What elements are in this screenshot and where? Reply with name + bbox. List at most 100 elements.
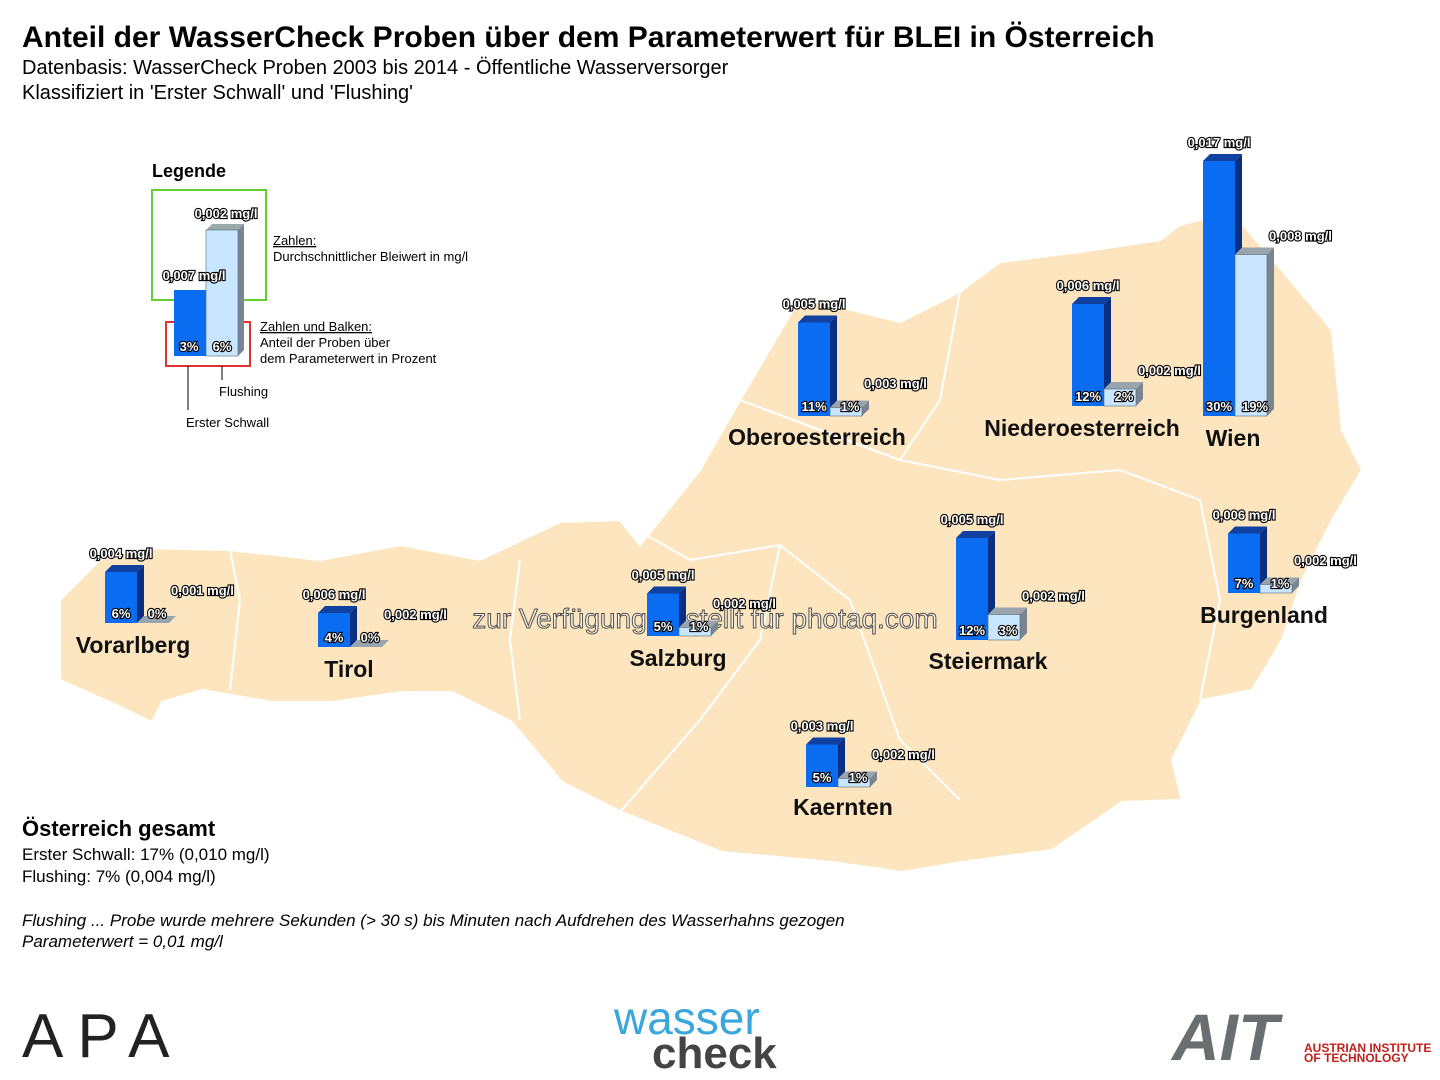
avg-label: 0,002 mg/l: [1022, 589, 1085, 604]
bar: [647, 593, 679, 636]
avg-label: 0,003 mg/l: [864, 376, 927, 391]
bar-side: [1136, 382, 1143, 406]
value-label: 1%: [841, 399, 860, 414]
bar-side: [1267, 247, 1274, 416]
bar-top: [350, 640, 389, 647]
avg-label: 0,002 mg/l: [872, 747, 935, 762]
map-borders: [229, 291, 1222, 813]
legend: Legende 0,007 mg/l 0,002 mg/l 3% 6% Zahl…: [151, 161, 468, 430]
legend-title: Legende: [152, 161, 226, 181]
legend-text: Zahlen:: [273, 233, 316, 248]
value-label: 6%: [112, 606, 131, 621]
bar-top: [1260, 577, 1299, 585]
bar-side: [1292, 577, 1299, 593]
bar: [1103, 388, 1137, 407]
bar: [1203, 161, 1235, 416]
summary-line: Erster Schwall: 17% (0,010 mg/l): [22, 845, 270, 864]
value-label: 2%: [1115, 389, 1134, 404]
avg-label: 0,008 mg/l: [1269, 229, 1332, 244]
bar-side: [862, 400, 869, 416]
region-label: Steiermark: [929, 648, 1048, 674]
bar-top: [1228, 526, 1267, 534]
value-label: 0%: [361, 630, 380, 645]
legend-sample-label: 0,002 mg/l: [195, 206, 258, 221]
avg-label: 0,006 mg/l: [1213, 508, 1276, 523]
avg-label: 0,001 mg/l: [171, 583, 234, 598]
subtitle: Datenbasis: WasserCheck Proben 2003 bis …: [22, 57, 729, 79]
summary-title: Österreich gesamt: [22, 816, 216, 841]
bar: [1072, 304, 1104, 406]
bar-top: [1203, 154, 1242, 161]
bar: [318, 613, 350, 647]
bar-side: [711, 620, 718, 636]
logo-ait-name: AUSTRIAN INSTITUTE: [1304, 1041, 1431, 1055]
bar-side: [1020, 607, 1027, 640]
bar-side: [870, 771, 877, 787]
bar: [806, 744, 838, 787]
note: Flushing ... Probe wurde mehrere Sekunde…: [22, 911, 845, 930]
avg-label: 0,006 mg/l: [1057, 278, 1120, 293]
legend-sample-label: 0,007 mg/l: [163, 268, 226, 283]
subtitle: Klassifiziert in 'Erster Schwall' und 'F…: [22, 82, 413, 104]
value-label: 12%: [1075, 389, 1101, 404]
region-label: Wien: [1206, 425, 1261, 451]
avg-label: 0,004 mg/l: [90, 546, 153, 561]
summary-line: Flushing: 7% (0,004 mg/l): [22, 867, 216, 886]
bar-side: [830, 315, 837, 416]
bar-top: [806, 737, 845, 745]
bar: [798, 322, 830, 416]
bar: [1259, 584, 1293, 594]
avg-label: 0,002 mg/l: [713, 596, 776, 611]
value-label: 12%: [959, 623, 985, 638]
region-label: Salzburg: [629, 645, 726, 671]
legend-bar: [174, 290, 206, 356]
legend-bar-top: [206, 224, 244, 230]
avg-label: 0,005 mg/l: [632, 568, 695, 583]
bar-side: [1104, 297, 1111, 406]
legend-text: Durchschnittlicher Bleiwert in mg/l: [273, 249, 468, 264]
bar-top: [679, 620, 718, 628]
legend-entry: Flushing: [219, 384, 268, 399]
legend-bar-side: [238, 224, 244, 356]
bar-top: [798, 315, 837, 323]
bar: [829, 407, 863, 417]
bar: [1234, 254, 1268, 417]
bar: [956, 538, 988, 640]
bar-side: [137, 565, 144, 623]
bar: [105, 572, 137, 623]
legend-bar: [205, 229, 239, 357]
bar-top: [105, 565, 144, 572]
logo-ait-name: OF TECHNOLOGY: [1304, 1051, 1409, 1065]
logo-apa: APA: [22, 1002, 183, 1071]
logo-wasser: wasser: [613, 992, 760, 1044]
bar-top: [838, 771, 877, 779]
value-label: 3%: [999, 623, 1018, 638]
bar: [678, 627, 712, 637]
avg-label: 0,005 mg/l: [941, 512, 1004, 527]
legend-text: Anteil der Proben über: [260, 335, 391, 350]
avg-label: 0,002 mg/l: [1138, 363, 1201, 378]
value-label: 7%: [1235, 576, 1254, 591]
bar-side: [1260, 526, 1267, 593]
bar-top: [318, 606, 357, 613]
value-label: 5%: [654, 619, 673, 634]
legend-sample-label: 6%: [213, 339, 232, 354]
bar-side: [350, 606, 357, 647]
value-label: 0%: [148, 606, 167, 621]
bar-top: [647, 586, 686, 594]
avg-label: 0,006 mg/l: [303, 587, 366, 602]
value-label: 5%: [813, 770, 832, 785]
value-label: 1%: [1271, 576, 1290, 591]
legend-text: dem Parameterwert in Prozent: [260, 351, 437, 366]
bar-top: [830, 400, 869, 408]
avg-label: 0,005 mg/l: [783, 297, 846, 312]
region-label: Burgenland: [1200, 602, 1328, 628]
logo-check: check: [652, 1029, 777, 1078]
region-label: Vorarlberg: [76, 632, 191, 658]
bar: [987, 614, 1021, 641]
region-label: Niederoesterreich: [984, 415, 1180, 441]
bar-top: [1104, 382, 1143, 389]
region-label: Tirol: [324, 656, 373, 682]
chart-title: Anteil der WasserCheck Proben über dem P…: [22, 21, 1155, 54]
